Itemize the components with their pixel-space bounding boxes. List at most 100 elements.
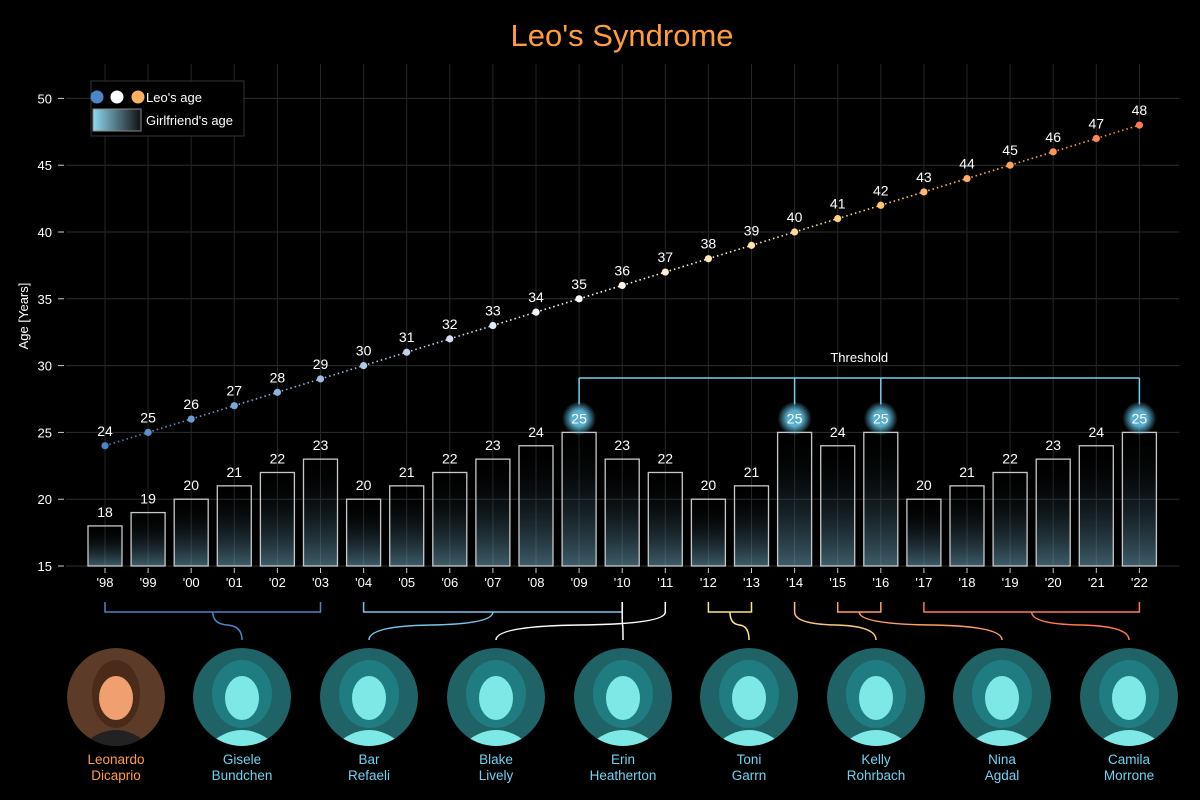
line-point xyxy=(1092,134,1100,143)
person-silhouette-icon xyxy=(827,648,925,746)
person-silhouette-icon xyxy=(953,648,1051,746)
y-axis-label: Age [Years] xyxy=(16,283,31,350)
person-name: Blake Lively xyxy=(436,752,556,784)
bar xyxy=(302,458,339,567)
bracket-range xyxy=(104,602,322,613)
x-tick-label: '18 xyxy=(959,575,976,590)
person-name: Camila Morrone xyxy=(1069,752,1189,784)
legend-dot-orange xyxy=(131,90,145,104)
x-tick-label: '20 xyxy=(1045,575,1062,590)
x-tick-label: '09 xyxy=(571,575,588,590)
person-silhouette-icon xyxy=(193,648,291,746)
bar xyxy=(259,471,296,567)
person-last-name: Dicaprio xyxy=(91,768,141,783)
bar xyxy=(733,485,770,567)
y-tick-label: 35 xyxy=(38,292,52,307)
person-last-name: Agdal xyxy=(984,768,1020,783)
x-tick-label: '16 xyxy=(872,575,889,590)
portrait-photo xyxy=(574,648,672,746)
bracket-connector xyxy=(729,611,750,641)
line-point xyxy=(1006,161,1014,169)
x-tick-label: '03 xyxy=(312,575,329,590)
line-segment xyxy=(923,177,968,193)
x-tick-label: '13 xyxy=(743,575,760,590)
line-point xyxy=(618,281,626,290)
bar xyxy=(345,498,382,567)
portrait-photo xyxy=(193,648,291,746)
leo-age-line: 24 25 26 27 28 29 30 31 32 33 34 35 36 37 38 39 40 41 42 43… xyxy=(97,102,1147,450)
y-tick-label: 45 xyxy=(38,158,52,173)
person-card: Erin Heatherton xyxy=(563,648,683,784)
threshold-glow xyxy=(863,401,898,436)
person-last-name: Bundchen xyxy=(211,768,273,783)
person-first-name: Bar xyxy=(358,752,380,767)
line-segment xyxy=(751,231,795,247)
line-value-label: 26 xyxy=(183,396,199,412)
line-segment xyxy=(492,311,537,327)
threshold-label: Threshold xyxy=(830,350,888,365)
person-first-name: Toni xyxy=(736,752,762,767)
line-segment xyxy=(406,338,451,354)
person-card: Toni Garrn xyxy=(689,648,809,784)
person-first-name: Blake xyxy=(479,752,513,767)
bar xyxy=(690,498,727,567)
line-segment xyxy=(578,284,623,300)
line-point xyxy=(144,428,152,436)
line-point xyxy=(834,215,842,223)
line-segment xyxy=(104,431,149,447)
person-silhouette-icon xyxy=(1080,648,1178,746)
bar xyxy=(216,485,252,567)
bar xyxy=(820,445,856,567)
line-value-label: 35 xyxy=(571,276,587,292)
y-tick-label: 50 xyxy=(38,91,52,106)
person-silhouette-icon xyxy=(67,648,165,746)
bar-value-label: 19 xyxy=(140,491,156,507)
x-tick-label: '12 xyxy=(700,575,717,590)
bar-value-label: 25 xyxy=(873,410,889,426)
bar xyxy=(173,498,209,567)
bar-value-label: 23 xyxy=(1045,437,1061,453)
x-tick-label: '21 xyxy=(1088,575,1105,590)
person-last-name: Refaeli xyxy=(347,768,391,783)
line-segment xyxy=(363,351,407,367)
portrait-photo xyxy=(700,648,798,746)
line-point xyxy=(316,375,325,383)
relationship-brackets xyxy=(104,602,1141,641)
person-last-name: Heatherton xyxy=(589,768,657,783)
line-value-label: 34 xyxy=(528,289,544,305)
line-point xyxy=(1135,121,1143,129)
line-segment xyxy=(277,378,321,394)
bar-value-label: 25 xyxy=(571,410,587,426)
line-point xyxy=(360,362,368,370)
line-value-label: 43 xyxy=(916,169,932,185)
person-first-name: Leonardo xyxy=(87,752,145,767)
bar xyxy=(130,511,166,567)
bar-value-label: 20 xyxy=(183,477,199,493)
line-point xyxy=(791,228,799,236)
line-point xyxy=(920,188,928,196)
line-segment xyxy=(147,418,192,434)
line-point xyxy=(1049,148,1057,156)
portrait-photo xyxy=(320,648,418,746)
line-value-label: 45 xyxy=(1002,142,1018,158)
y-tick-label: 15 xyxy=(38,559,52,574)
person-last-name: Morrone xyxy=(1103,768,1155,783)
bar-value-label: 23 xyxy=(485,437,501,453)
x-tick-label: '14 xyxy=(786,575,803,590)
line-point xyxy=(273,388,281,396)
legend-label-girlfriend: Girlfriend's age xyxy=(146,113,233,128)
portrait-photo xyxy=(67,648,165,746)
x-tick-label: '11 xyxy=(657,575,673,590)
line-value-label: 40 xyxy=(787,209,803,225)
x-tick-label: '04 xyxy=(355,575,372,590)
line-segment xyxy=(234,391,278,407)
person-last-name: Rohrbach xyxy=(846,768,906,783)
legend-dot-white xyxy=(110,90,124,104)
line-value-label: 27 xyxy=(227,383,243,399)
line-point xyxy=(575,295,583,303)
portrait-photo xyxy=(447,648,545,746)
line-value-label: 29 xyxy=(313,356,329,372)
bar xyxy=(776,431,813,567)
bar-value-label: 22 xyxy=(442,450,458,466)
x-tick-label: '01 xyxy=(226,575,243,590)
